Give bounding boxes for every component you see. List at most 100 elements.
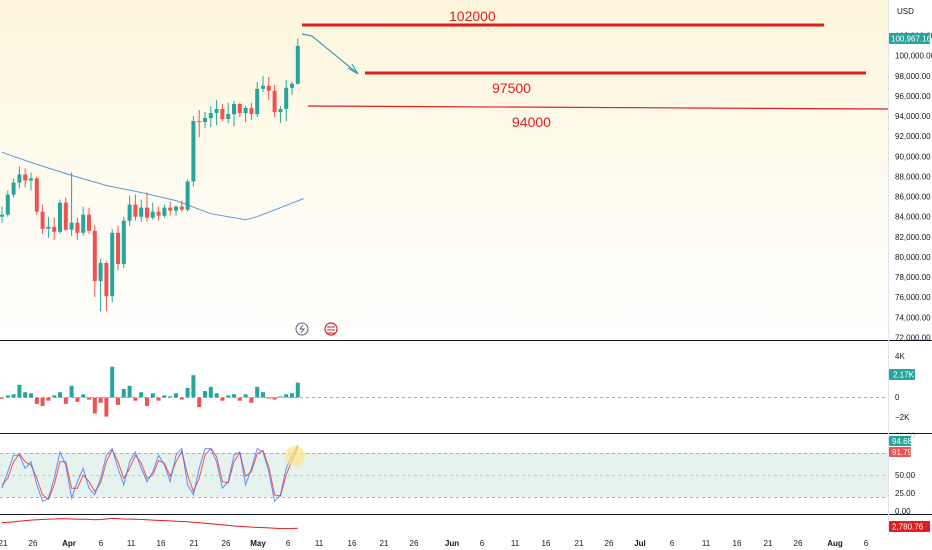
volume-bar[interactable] — [58, 392, 62, 398]
candle[interactable] — [255, 81, 260, 117]
candle[interactable] — [278, 106, 283, 124]
candle[interactable] — [203, 112, 207, 129]
volume-bar[interactable] — [156, 397, 161, 401]
volume-bar[interactable] — [220, 397, 225, 401]
candle[interactable] — [139, 199, 144, 222]
volume-bar[interactable] — [284, 394, 289, 398]
volume-bar[interactable] — [179, 397, 184, 400]
volume-bar[interactable] — [46, 397, 51, 401]
volume-bar[interactable] — [104, 397, 109, 417]
candle[interactable] — [81, 206, 86, 236]
volume-bar[interactable] — [98, 397, 103, 403]
candle[interactable] — [58, 199, 62, 234]
volume-bar[interactable] — [75, 397, 80, 402]
candle[interactable] — [11, 178, 16, 198]
candle[interactable] — [185, 179, 190, 212]
volume-bar[interactable] — [145, 397, 149, 407]
volume-bar[interactable] — [150, 393, 155, 398]
volume-bar[interactable] — [272, 397, 277, 400]
candle[interactable] — [168, 201, 173, 216]
volume-bar[interactable] — [116, 397, 120, 405]
candle[interactable] — [5, 190, 10, 217]
candle[interactable] — [243, 106, 248, 123]
volume-bar[interactable] — [133, 397, 138, 401]
event-icon-us-flag[interactable] — [324, 322, 338, 336]
volume-bar[interactable] — [261, 392, 265, 398]
candle[interactable] — [75, 217, 80, 240]
volume-bar[interactable] — [139, 392, 144, 398]
candle[interactable] — [92, 224, 97, 298]
volume-bar[interactable] — [278, 396, 283, 398]
candle[interactable] — [249, 102, 254, 121]
candle[interactable] — [191, 116, 196, 187]
candle[interactable] — [179, 200, 184, 212]
candle[interactable] — [98, 259, 103, 312]
candle[interactable] — [127, 195, 132, 226]
volume-bar[interactable] — [266, 397, 271, 399]
volume-bar[interactable] — [168, 396, 173, 398]
volume-bar[interactable] — [40, 397, 45, 407]
volume-bar[interactable] — [255, 386, 260, 398]
volume-bar[interactable] — [34, 397, 39, 404]
candle[interactable] — [104, 261, 109, 312]
candle[interactable] — [46, 216, 51, 238]
candle[interactable] — [232, 100, 236, 127]
volume-bar[interactable] — [290, 393, 294, 398]
volume-bar[interactable] — [69, 385, 74, 398]
candle[interactable] — [87, 207, 91, 234]
volume-bar[interactable] — [5, 395, 10, 398]
volume-bar[interactable] — [214, 393, 219, 398]
event-icon-lightning[interactable] — [295, 322, 309, 336]
candle[interactable] — [226, 102, 231, 124]
candle[interactable] — [23, 168, 28, 188]
volume-bar[interactable] — [81, 394, 86, 398]
volume-bar[interactable] — [23, 392, 28, 398]
volume-bar[interactable] — [110, 366, 115, 398]
volume-bar[interactable] — [63, 397, 68, 404]
candle[interactable] — [34, 176, 39, 215]
candle[interactable] — [40, 204, 45, 234]
volume-bar[interactable] — [185, 387, 190, 398]
candle[interactable] — [116, 225, 120, 271]
volume-bar[interactable] — [17, 384, 22, 398]
volume-bar[interactable] — [127, 385, 132, 398]
candle[interactable] — [29, 172, 33, 191]
candle[interactable] — [214, 99, 219, 126]
volume-bar[interactable] — [237, 397, 242, 401]
volume-pane[interactable] — [0, 341, 888, 432]
candle[interactable] — [0, 206, 4, 223]
volume-bar[interactable] — [87, 397, 91, 400]
candle[interactable] — [174, 205, 178, 216]
volume-bar[interactable] — [121, 389, 126, 398]
candle[interactable] — [208, 106, 213, 128]
currency-label[interactable]: USD — [897, 7, 914, 16]
candle[interactable] — [145, 192, 149, 222]
volume-bar[interactable] — [162, 395, 167, 398]
candle[interactable] — [133, 194, 138, 221]
candle[interactable] — [69, 172, 74, 236]
volume-bar[interactable] — [29, 393, 33, 398]
volume-bar[interactable] — [191, 375, 196, 398]
candle[interactable] — [197, 110, 202, 138]
candle[interactable] — [17, 166, 22, 189]
candle[interactable] — [121, 216, 126, 268]
candle[interactable] — [295, 38, 300, 85]
volume-bar[interactable] — [249, 397, 254, 403]
candle[interactable] — [156, 206, 161, 221]
volume-bar[interactable] — [174, 393, 178, 398]
volume-bar[interactable] — [208, 386, 213, 398]
volume-bar[interactable] — [203, 391, 207, 398]
candle[interactable] — [63, 197, 68, 231]
obv-pane[interactable] — [0, 515, 888, 535]
candle[interactable] — [162, 204, 167, 218]
candle[interactable] — [150, 202, 155, 220]
candle[interactable] — [52, 217, 57, 240]
candle[interactable] — [272, 84, 277, 117]
volume-bar[interactable] — [295, 382, 300, 398]
volume-bar[interactable] — [226, 395, 231, 398]
volume-bar[interactable] — [243, 394, 248, 398]
candle[interactable] — [284, 79, 289, 122]
projection-arrow-icon[interactable] — [301, 33, 359, 75]
time-scale[interactable] — [0, 535, 932, 550]
level-line-94000[interactable] — [307, 105, 889, 110]
